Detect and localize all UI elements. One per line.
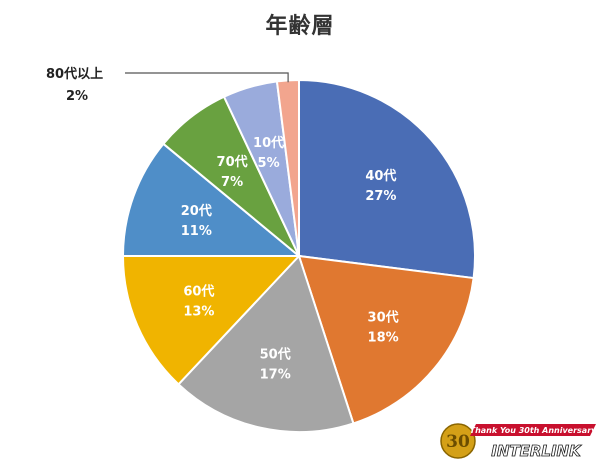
slice-percent-label: 18% [368,331,399,346]
slice-percent-label: 17% [260,368,291,383]
slice-category-label: 40代 [365,168,396,184]
slice-percent-label: 5% [258,156,280,171]
slice-category-label: 60代 [183,283,214,299]
slice-category-label: 50代 [260,347,291,363]
pie-slice-3 [177,254,355,433]
logo-brand-text: INTERLINK [491,442,582,460]
slice-percent-label: 27% [365,189,396,204]
slice-category-label: 10代 [253,135,284,151]
slice-percent-label: 11% [181,224,212,239]
slice-category-label: 20代 [181,203,212,219]
leader-line [125,72,289,83]
pie-slice-1 [298,78,476,280]
pie-slice-2 [297,254,475,425]
slice-category-label: 70代 [217,154,248,170]
logo-banner-text: Thank You 30th Anniversary [470,426,598,435]
logo-30-number: 30 [446,432,470,452]
outer-category-label: 80代以上 [46,66,103,82]
pie-slice-5 [121,142,302,257]
red-banner-shape [470,424,596,436]
gold-seal-icon [440,423,476,459]
slice-category-label: 30代 [368,310,399,326]
outer-percent-label: 2% [66,89,88,104]
slice-percent-label: 7% [221,175,243,190]
anniversary-logo: 30 Thank You 30th Anniversary INTERLINK [438,418,598,464]
slice-percent-label: 13% [183,304,214,319]
chart-title: 年齢層 [265,14,335,39]
pie-slice-4 [121,255,302,386]
